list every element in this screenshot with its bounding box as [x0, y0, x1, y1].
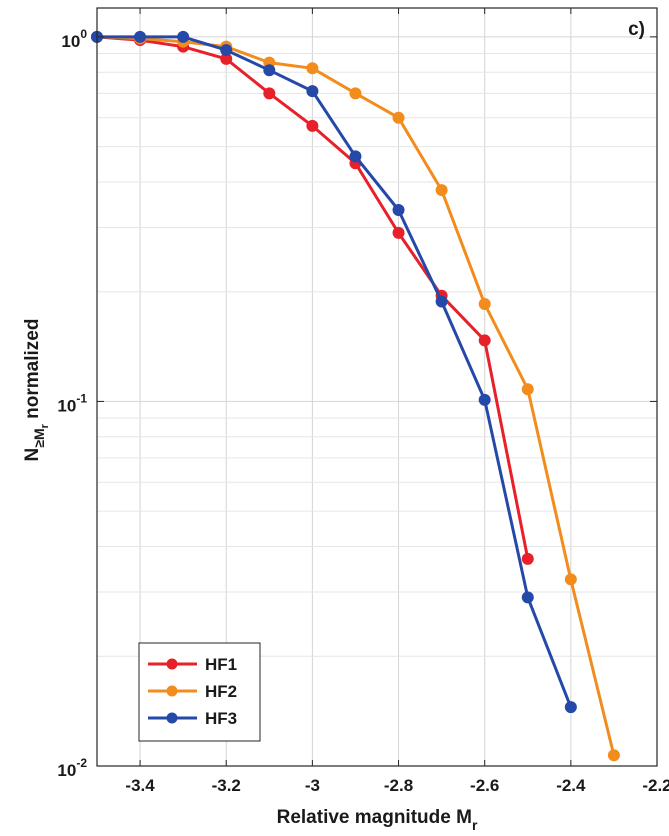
x-tick-label: -2.8	[384, 776, 413, 795]
axis-ticks	[97, 8, 658, 767]
x-tick-label: -3.2	[212, 776, 241, 795]
series-layer	[91, 30, 620, 762]
legend-swatch-marker	[166, 658, 178, 670]
data-point	[564, 573, 577, 586]
y-tick-base: 10	[57, 761, 76, 780]
legend-label: HF2	[205, 682, 237, 701]
data-point	[521, 552, 534, 565]
panel-label: c)	[628, 19, 645, 40]
data-point	[521, 383, 534, 396]
y-axis-label: N≥Mr normalized	[22, 319, 51, 462]
data-point	[220, 44, 233, 57]
x-axis-label-main: Relative magnitude M	[277, 807, 472, 828]
data-point	[263, 64, 276, 77]
data-point	[263, 87, 276, 100]
data-point	[306, 119, 319, 132]
data-point	[392, 111, 405, 124]
data-point	[134, 30, 147, 43]
legend-label: HF1	[205, 655, 237, 674]
legend-swatch-marker	[166, 712, 178, 724]
data-point	[435, 184, 448, 197]
data-point	[564, 701, 577, 714]
data-point	[177, 30, 190, 43]
y-axis-label-subsubscript: r	[39, 423, 51, 428]
data-point	[349, 150, 362, 163]
y-tick-label: 100	[61, 27, 87, 51]
y-axis-label-subscript: ≥M	[31, 428, 47, 447]
series-hf3	[91, 30, 577, 714]
y-axis-label-tail: normalized	[22, 319, 43, 425]
legend-label: HF3	[205, 709, 237, 728]
data-point	[435, 295, 448, 308]
data-point	[478, 298, 491, 311]
data-point	[392, 226, 405, 239]
x-axis-label-subscript: r	[472, 817, 478, 833]
plot-frame	[96, 7, 658, 767]
series-line	[97, 35, 573, 708]
data-point	[392, 204, 405, 217]
y-tick-label: 10-1	[57, 391, 87, 415]
y-tick-exponent: -2	[76, 756, 87, 770]
data-point	[306, 85, 319, 98]
x-tick-label: -2.4	[556, 776, 586, 795]
data-point	[306, 62, 319, 75]
y-tick-base: 10	[61, 32, 80, 51]
legend-item-hf1: HF1	[148, 655, 237, 674]
legend-box	[138, 642, 261, 742]
y-tick-exponent: -1	[76, 391, 87, 405]
data-point	[349, 87, 362, 100]
data-point	[478, 334, 491, 347]
legend-swatch-marker	[166, 685, 178, 697]
x-tick-label: -3.4	[125, 776, 155, 795]
data-point	[478, 393, 491, 406]
x-tick-label: -2.6	[470, 776, 499, 795]
legend-item-hf3: HF3	[148, 709, 237, 728]
data-point	[521, 591, 534, 604]
y-tick-base: 10	[57, 396, 76, 415]
x-tick-label: -3	[305, 776, 320, 795]
y-tick-exponent: 0	[80, 27, 87, 41]
legend-item-hf2: HF2	[148, 682, 237, 701]
y-axis-label-main: N	[22, 448, 43, 462]
x-axis-label: Relative magnitude Mr	[277, 807, 478, 833]
legend: HF1 HF2 HF3	[138, 642, 261, 742]
y-tick-label: 10-2	[57, 756, 87, 780]
x-tick-label: -2.2	[642, 776, 669, 795]
data-point	[607, 749, 620, 762]
